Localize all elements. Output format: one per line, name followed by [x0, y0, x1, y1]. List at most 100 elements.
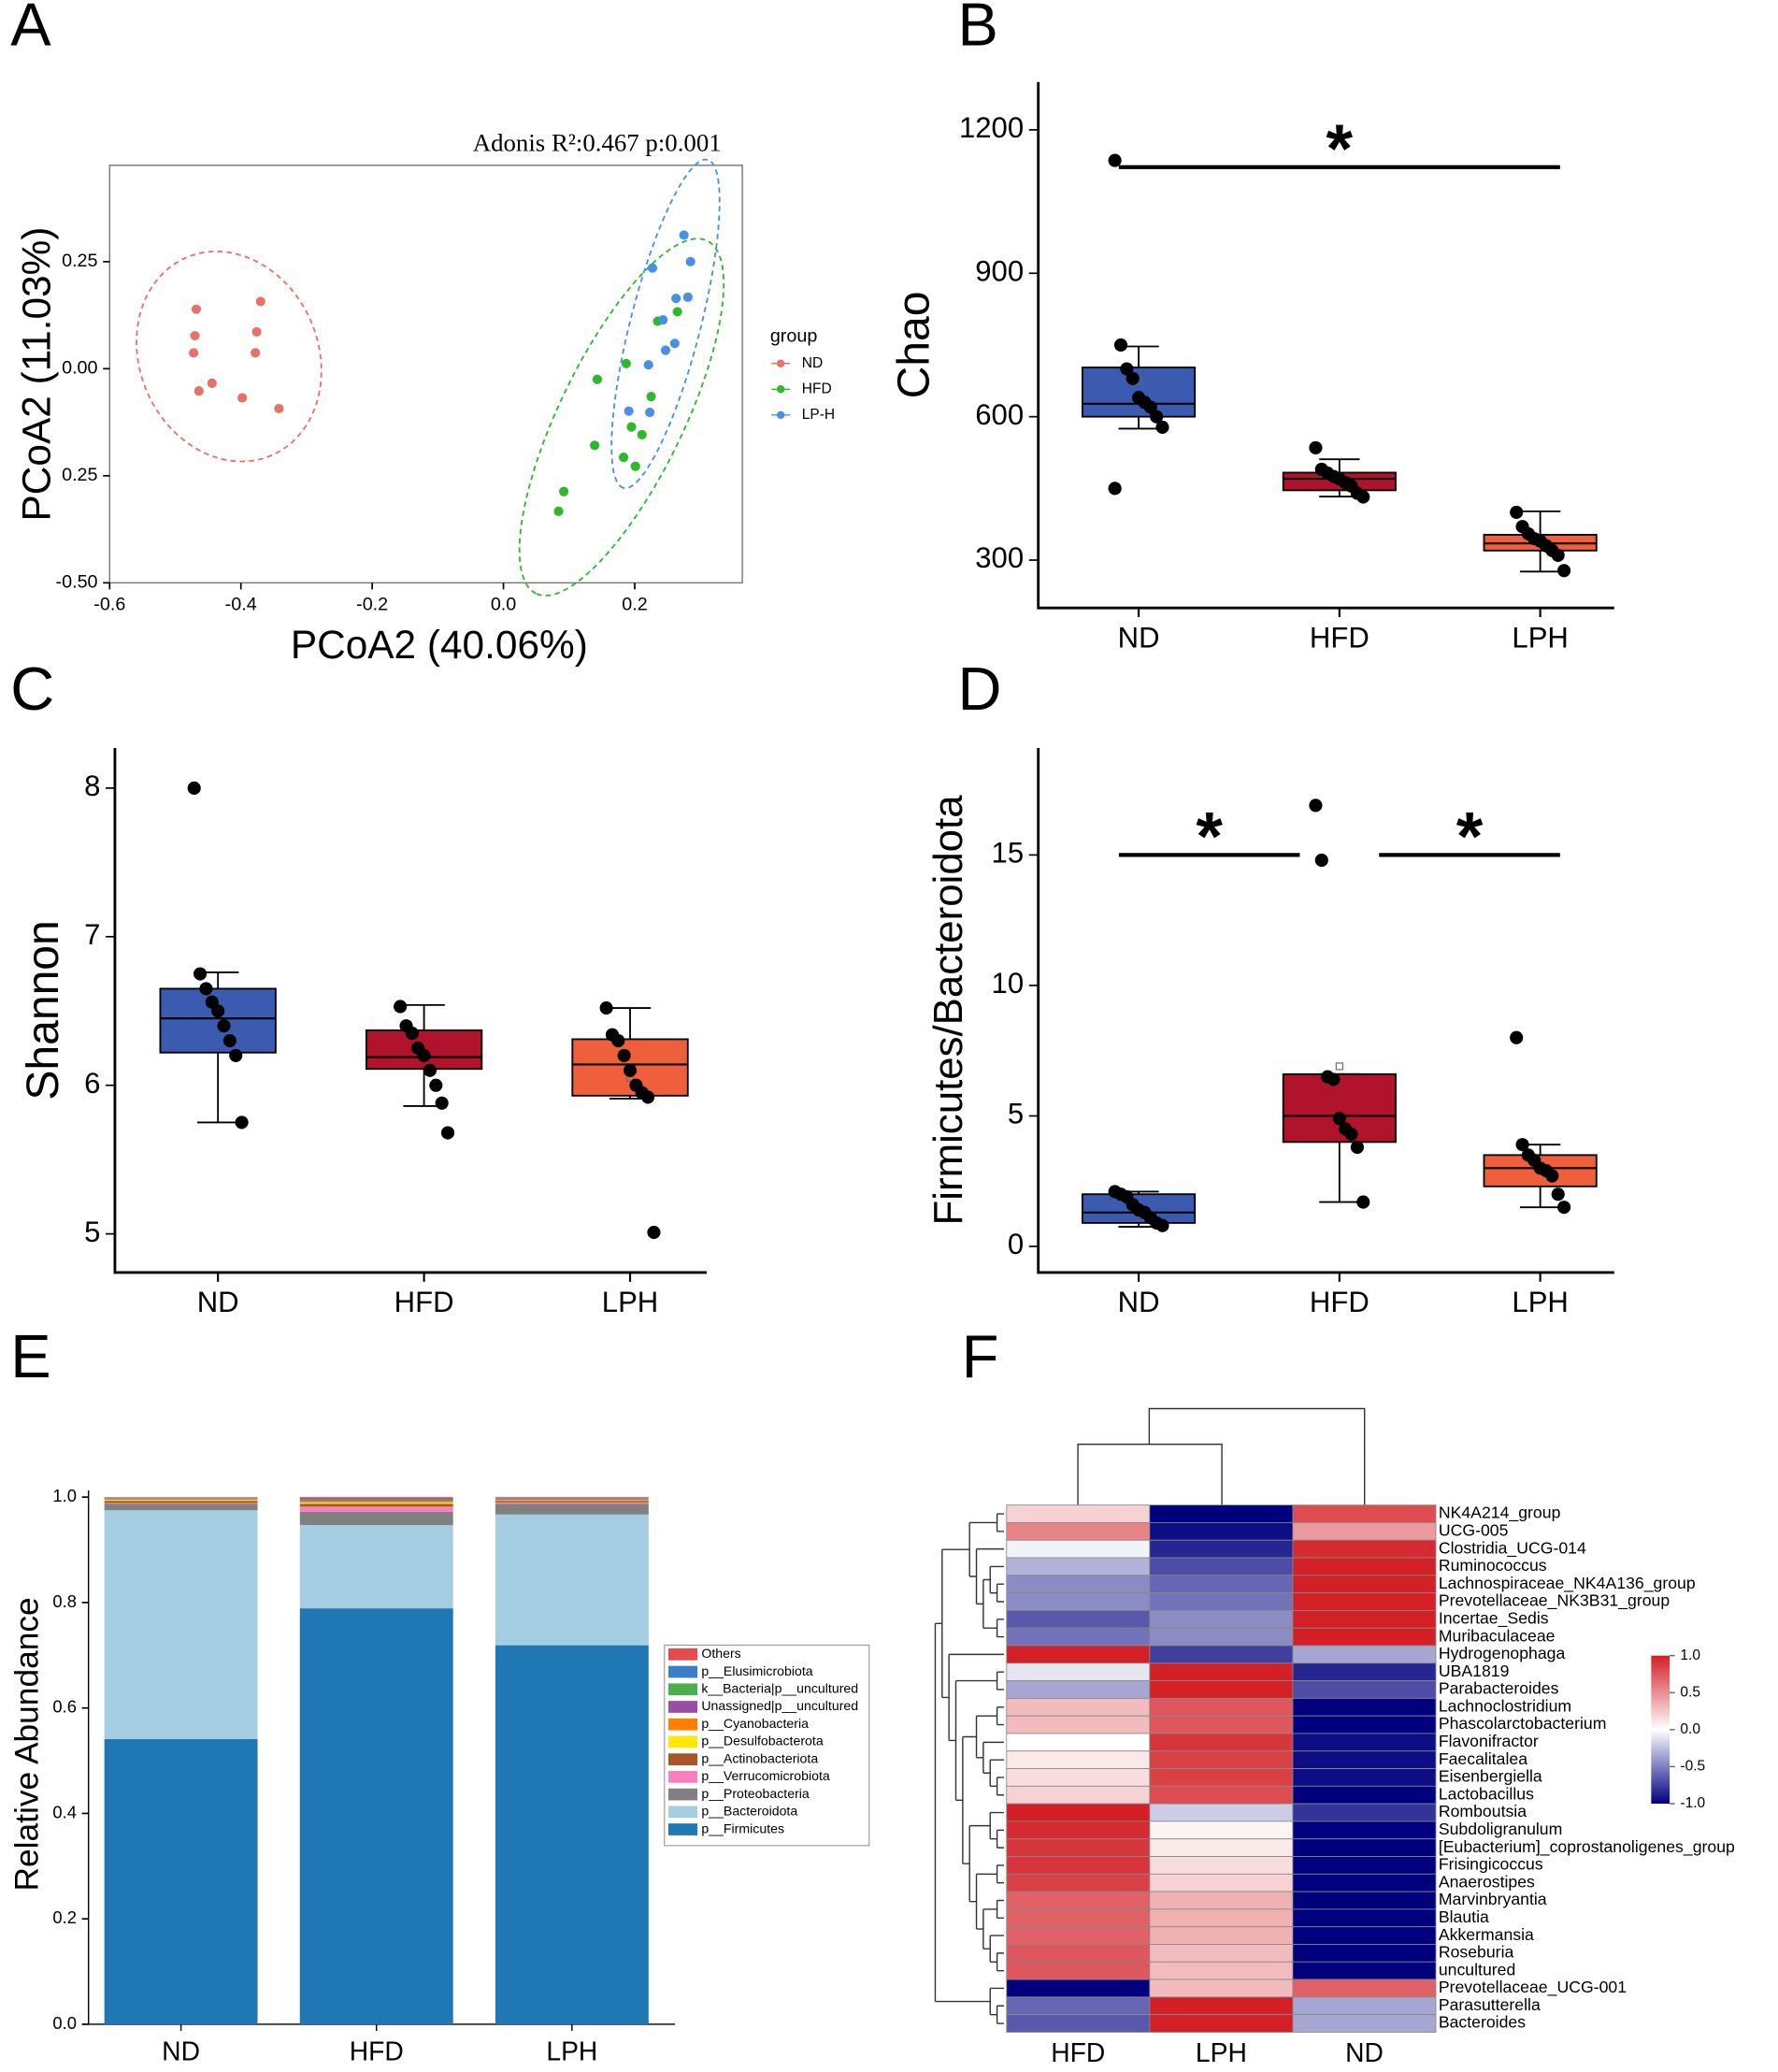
- bar-segment: [495, 1502, 649, 1504]
- legend-label: p__Bacteroidota: [701, 1804, 797, 1819]
- y-tick-label: 5: [84, 1216, 100, 1248]
- annotation: Adonis R²:0.467 p:0.001: [473, 129, 722, 157]
- column-label: LPH: [1196, 2037, 1247, 2067]
- legend-label: p__Elusimicrobiota: [701, 1663, 812, 1678]
- dendrogram-branch: [996, 1513, 1004, 1532]
- point: [1557, 1201, 1571, 1215]
- row-label: Hydrogenophaga: [1439, 1644, 1566, 1662]
- bar-segment: [299, 1501, 453, 1503]
- x-axis-label: PCoA2 (40.06%): [291, 623, 588, 667]
- row-label: Lachnospiraceae_NK4A136_group: [1439, 1574, 1696, 1593]
- heatmap-cell: [1292, 1873, 1437, 1892]
- heatmap-cell: [1006, 1873, 1151, 1892]
- heatmap-cell: [1292, 1680, 1437, 1699]
- legend-swatch: [668, 1683, 698, 1696]
- heatmap-cell: [1149, 1961, 1294, 1980]
- dendrogram-branch: [996, 1583, 1004, 1603]
- row-label: Parasutterella: [1439, 1995, 1541, 2014]
- point: [194, 386, 204, 396]
- legend-swatch: [668, 1735, 698, 1748]
- bar-segment: [104, 1497, 258, 1499]
- dendrogram-branch: [941, 1548, 970, 1699]
- point: [237, 393, 248, 403]
- legend-label: ND: [802, 355, 823, 371]
- heatmap-cell: [1292, 1768, 1437, 1787]
- panel-letter: C: [10, 655, 54, 723]
- bar-segment: [104, 1498, 258, 1499]
- axis-line: [1037, 747, 1614, 1274]
- heatmap-cell: [1149, 1592, 1294, 1611]
- point: [679, 230, 689, 240]
- point: [617, 1048, 631, 1062]
- heatmap-cell: [1006, 1768, 1151, 1787]
- heatmap-cell: [1149, 1803, 1294, 1822]
- row-label: UBA1819: [1439, 1662, 1510, 1680]
- dendrogram-branch: [996, 1619, 1004, 1638]
- point: [217, 1019, 231, 1033]
- heatmap-cell: [1149, 1820, 1294, 1840]
- plot-frame: [108, 165, 743, 584]
- x-tick-label: 0.2: [622, 595, 647, 615]
- point: [229, 1048, 243, 1062]
- heatmap-cell: [1006, 1820, 1151, 1840]
- heatmap-cell: [1292, 2014, 1437, 2033]
- point: [1557, 564, 1571, 578]
- heatmap-cell: [1292, 1575, 1437, 1594]
- heatmap-cell: [1149, 1680, 1294, 1699]
- row-label: Parabacteroides: [1439, 1679, 1559, 1698]
- y-tick-label: 0.4: [52, 1802, 77, 1821]
- point: [1356, 490, 1370, 504]
- heatmap-cell: [1149, 1627, 1294, 1647]
- point: [1126, 371, 1140, 385]
- row-label: Akkermansia: [1439, 1925, 1534, 1944]
- point: [1326, 1072, 1341, 1086]
- heatmap-cell: [1292, 1856, 1437, 1875]
- point: [235, 1115, 249, 1130]
- point: [1344, 1127, 1358, 1142]
- x-tick-label: LPH: [602, 1286, 658, 1318]
- point: [187, 781, 201, 795]
- box: [159, 987, 277, 1054]
- y-axis-label: Shannon: [19, 920, 68, 1100]
- heatmap-cell: [1292, 1539, 1437, 1559]
- heatmap-cell: [1292, 1504, 1437, 1523]
- legend-label: LP-H: [802, 407, 835, 423]
- row-label: uncultured: [1439, 1960, 1515, 1978]
- dendrogram-branch: [996, 1899, 1004, 1920]
- row-label: Muribaculaceae: [1439, 1626, 1556, 1645]
- point: [189, 348, 199, 358]
- point: [1309, 799, 1323, 813]
- bar-segment: [299, 1506, 453, 1512]
- heatmap-cell: [1006, 1944, 1151, 1963]
- heatmap-cell: [1292, 1785, 1437, 1805]
- point: [251, 348, 261, 358]
- heatmap-cell: [1292, 1627, 1437, 1647]
- legend-label: p__Firmicutes: [701, 1820, 784, 1835]
- heatmap-cell: [1149, 1785, 1294, 1805]
- row-label: Faecalitalea: [1439, 1749, 1527, 1768]
- bar-segment: [104, 1499, 258, 1502]
- legend-swatch: [668, 1806, 698, 1819]
- point: [207, 378, 217, 388]
- point: [672, 307, 682, 317]
- legend-frame: [664, 1644, 870, 1847]
- bar-segment: [495, 1499, 649, 1501]
- heatmap-cell: [1006, 1680, 1151, 1699]
- x-tick-label: ND: [162, 2036, 200, 2066]
- point: [1332, 1112, 1346, 1126]
- heatmap-cell: [1149, 1978, 1294, 1998]
- y-tick-label: 600: [975, 398, 1024, 431]
- point: [1551, 548, 1565, 562]
- point: [417, 1048, 431, 1062]
- dendrogram-branch: [996, 1864, 1004, 1884]
- row-label: Frisingicoccus: [1439, 1855, 1543, 1874]
- legend-swatch: [668, 1701, 698, 1713]
- axis-line: [1037, 81, 1614, 610]
- legend-label: Unassigned|p__uncultured: [701, 1698, 858, 1713]
- bar-segment: [299, 1608, 453, 2024]
- heatmap-cell: [1149, 1522, 1294, 1541]
- row-label: Roseburia: [1439, 1943, 1514, 1962]
- point: [599, 1000, 613, 1015]
- heatmap-cell: [1006, 1662, 1151, 1682]
